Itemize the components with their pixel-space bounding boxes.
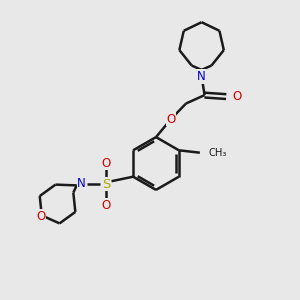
Text: S: S <box>102 178 110 191</box>
Text: O: O <box>232 90 242 103</box>
Text: O: O <box>101 199 111 212</box>
Text: N: N <box>197 70 206 83</box>
Text: O: O <box>37 210 46 223</box>
Text: O: O <box>101 157 111 170</box>
Text: N: N <box>77 177 86 190</box>
Text: O: O <box>167 112 176 126</box>
Text: CH₃: CH₃ <box>208 148 226 158</box>
